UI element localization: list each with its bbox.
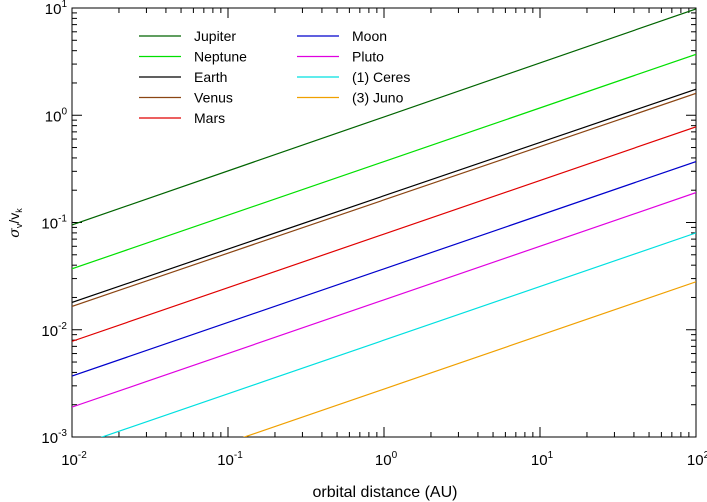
- y-tick-label: 10-1: [41, 214, 67, 233]
- y-axis-label-sigma: σ: [7, 228, 23, 238]
- x-tick-label: 10-1: [217, 450, 243, 469]
- x-tick-labels: 10-2 10-1 100 101 102: [61, 450, 707, 469]
- plot-area: [71, 7, 697, 438]
- series-lines: [72, 8, 696, 437]
- legend-label: Jupiter: [194, 28, 236, 44]
- series-line: [72, 88, 696, 303]
- x-tick-label: 10-2: [61, 450, 87, 469]
- y-tick-label: 10-2: [41, 321, 67, 340]
- series-line: [72, 192, 696, 408]
- legend-label: Venus: [194, 90, 233, 106]
- series-line: [72, 160, 696, 377]
- legend-label: Pluto: [352, 49, 384, 65]
- series-line: [242, 281, 696, 437]
- series-line: [100, 232, 696, 437]
- y-axis-label: σv/vk: [6, 208, 24, 238]
- legend-label: Earth: [194, 69, 227, 85]
- legend-label: Mars: [194, 110, 225, 126]
- x-tick-label: 100: [375, 450, 398, 469]
- minor-ticks: [72, 8, 696, 437]
- series-line: [72, 8, 696, 226]
- x-tick-label: 102: [687, 450, 707, 469]
- x-axis-label: orbital distance (AU): [313, 484, 458, 501]
- legend-label: (1) Ceres: [352, 69, 410, 85]
- y-axis-label-sep: /v: [6, 213, 22, 224]
- series-line: [72, 53, 696, 270]
- series-line: [72, 126, 696, 342]
- y-tick-label: 101: [45, 0, 68, 18]
- series-line: [72, 92, 696, 307]
- legend: Jupiter Neptune Earth Venus Mars Moon Pluto (1)…: [139, 28, 410, 126]
- y-axis-label-sigma-sub: v: [14, 223, 24, 228]
- y-tick-label: 100: [45, 106, 68, 125]
- legend-label: (3) Juno: [352, 90, 404, 106]
- y-tick-labels: 10-3 10-2 10-1 100 101: [41, 0, 67, 447]
- y-tick-label: 10-3: [41, 428, 67, 447]
- x-tick-label: 101: [531, 450, 554, 469]
- y-axis-label-k-sub: k: [14, 208, 24, 213]
- legend-label: Moon: [352, 28, 387, 44]
- legend-label: Neptune: [194, 49, 247, 65]
